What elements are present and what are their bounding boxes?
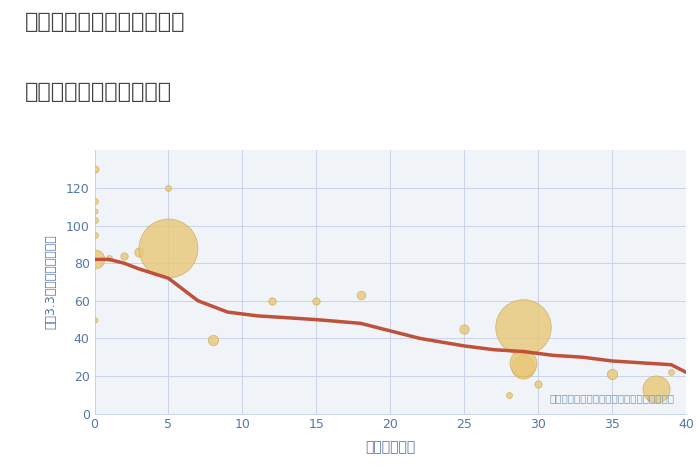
Point bbox=[163, 184, 174, 192]
Point bbox=[311, 297, 322, 305]
Point bbox=[518, 363, 529, 370]
Point bbox=[606, 370, 617, 378]
Text: 兵庫県姫路市北平野台町の: 兵庫県姫路市北平野台町の bbox=[25, 12, 185, 32]
Point bbox=[163, 244, 174, 252]
Point bbox=[89, 197, 100, 205]
Point bbox=[89, 165, 100, 173]
Point bbox=[666, 368, 677, 376]
Point bbox=[651, 385, 662, 393]
Point bbox=[89, 256, 100, 263]
Point bbox=[89, 216, 100, 224]
Y-axis label: 坪（3.3㎡）単価（万円）: 坪（3.3㎡）単価（万円） bbox=[44, 235, 57, 329]
Point bbox=[89, 231, 100, 239]
X-axis label: 築年数（年）: 築年数（年） bbox=[365, 440, 415, 454]
Point bbox=[133, 248, 144, 256]
Point bbox=[518, 323, 529, 331]
Point bbox=[89, 316, 100, 323]
Point bbox=[503, 391, 514, 399]
Point bbox=[518, 359, 529, 367]
Text: 築年数別中古戸建て価格: 築年数別中古戸建て価格 bbox=[25, 82, 172, 102]
Text: 円の大きさは、取引のあった物件面積を示す: 円の大きさは、取引のあった物件面積を示す bbox=[550, 393, 674, 403]
Point bbox=[104, 254, 115, 261]
Point bbox=[118, 252, 130, 259]
Point bbox=[458, 325, 470, 333]
Point bbox=[355, 291, 366, 299]
Point bbox=[533, 380, 544, 387]
Point bbox=[207, 337, 218, 344]
Point bbox=[89, 207, 100, 214]
Point bbox=[267, 297, 278, 305]
